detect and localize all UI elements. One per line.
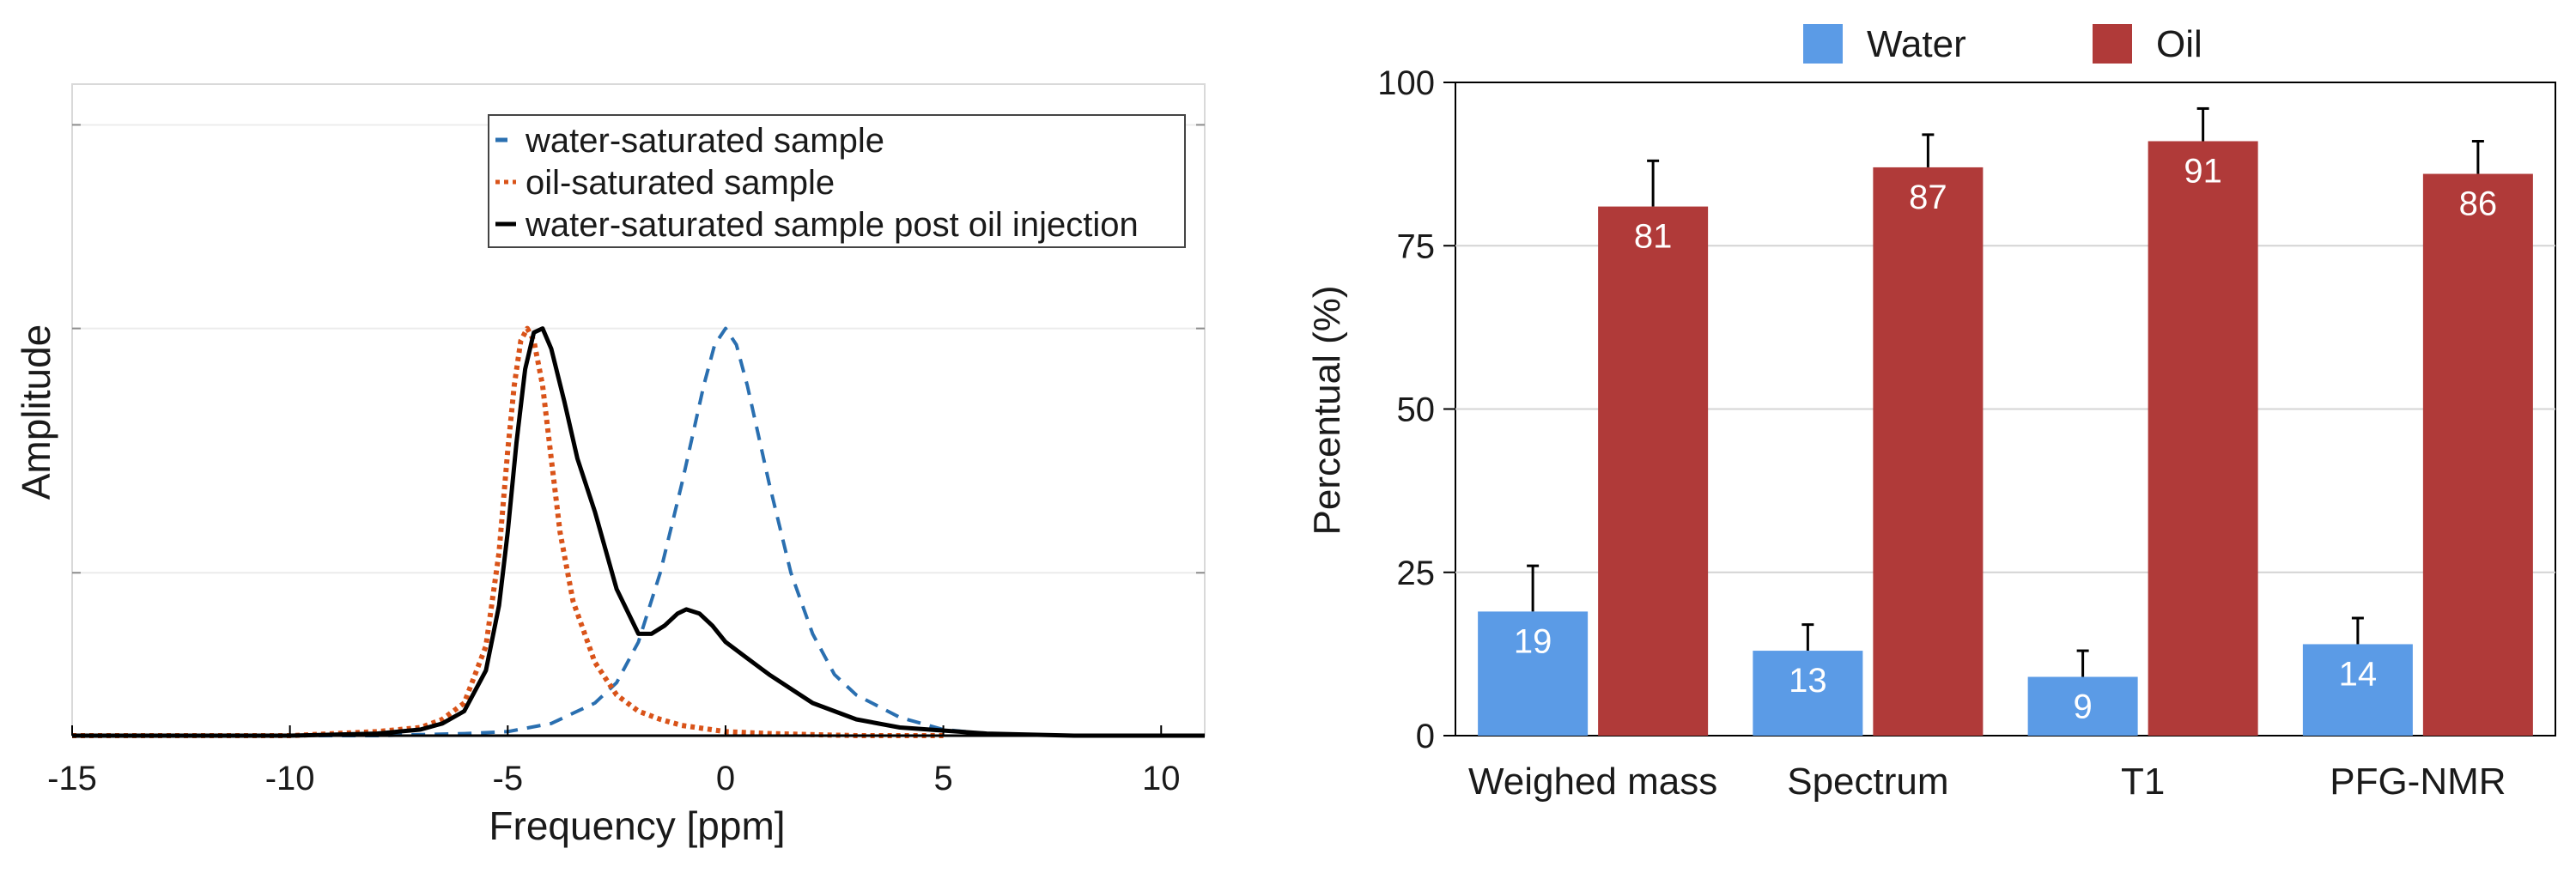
water-bar [1753, 651, 1863, 736]
spectra-x-tick-label: 0 [716, 760, 735, 797]
bar-category-label: T1 [2121, 761, 2165, 803]
bar-y-axis-label: Percentual (%) [1306, 285, 1348, 535]
spectra-x-tick-label: 10 [1142, 760, 1181, 797]
spectra-legend-label-2: water-saturated sample post oil injectio… [525, 206, 1139, 244]
bar-series: 19 81 13 87 9 91 14 86 [1478, 106, 2533, 737]
spectra-chart: -15 -10 -5 0 5 10 Frequency [ppm] Amplitude w… [14, 83, 1206, 848]
bar-value-label: 86 [2459, 185, 2498, 223]
bar-value-label: 13 [1789, 662, 1827, 700]
bar-value-label: 9 [2074, 688, 2093, 726]
spectra-curves [72, 325, 1205, 738]
spectra-y-axis-label: Amplitude [14, 324, 58, 500]
spectra-x-ticks: -15 -10 -5 0 5 10 [47, 725, 1181, 797]
bar-y-tick-label: 75 [1397, 227, 1436, 265]
spectrum-curve-1 [72, 325, 944, 738]
bar-legend-label-0: Water [1867, 23, 1966, 65]
spectrum-curve-2 [72, 326, 1205, 738]
water-bar [2302, 644, 2413, 736]
spectra-x-tick-label: -10 [265, 760, 315, 797]
bar-legend-swatch-0 [1803, 24, 1843, 64]
spectra-legend-label-1: oil-saturated sample [526, 164, 835, 202]
spectra-x-tick-label: -15 [47, 760, 97, 797]
oil-bar [2422, 173, 2533, 737]
bar-y-ticks: 0 25 50 75 100 [1377, 64, 1455, 755]
bar-legend-label-1: Oil [2156, 23, 2202, 65]
bar-category-labels: Weighed mass Spectrum T1 PFG-NMR [1468, 761, 2506, 803]
spectra-y-ticks [72, 124, 1205, 574]
percentage-bar-chart: 0 25 50 75 100 19 81 13 87 9 91 14 86 Weighed mass S… [1306, 23, 2556, 803]
spectra-legend: water-saturated sample oil-saturated samp… [488, 114, 1186, 248]
spectra-legend-label-0: water-saturated sample [525, 122, 884, 160]
bar-value-label: 91 [2184, 152, 2222, 190]
bar-value-label: 19 [1514, 622, 1552, 660]
bar-value-label: 14 [2339, 655, 2378, 693]
water-bar [1478, 611, 1589, 736]
spectrum-curve-0 [203, 326, 1205, 737]
bar-value-label: 81 [1634, 218, 1673, 256]
oil-bar [1873, 167, 1984, 736]
bar-y-tick-label: 0 [1416, 718, 1435, 755]
bar-legend: Water Oil [1803, 23, 2202, 65]
oil-bar [2148, 141, 2258, 737]
bar-y-tick-label: 50 [1397, 391, 1436, 429]
oil-bar [1598, 206, 1709, 737]
bar-category-label: PFG-NMR [2330, 761, 2506, 803]
spectra-x-tick-label: -5 [493, 760, 524, 797]
bar-category-label: Spectrum [1787, 761, 1948, 803]
spectra-legend-box [488, 114, 1186, 248]
bar-legend-swatch-1 [2093, 24, 2132, 64]
spectra-x-tick-label: 5 [933, 760, 952, 797]
bar-value-label: 87 [1909, 179, 1947, 216]
bar-category-label: Weighed mass [1468, 761, 1717, 803]
water-bar [2027, 676, 2138, 736]
spectra-x-axis-label: Frequency [ppm] [489, 803, 785, 848]
bar-y-tick-label: 25 [1397, 555, 1436, 592]
bar-y-tick-label: 100 [1377, 64, 1435, 102]
